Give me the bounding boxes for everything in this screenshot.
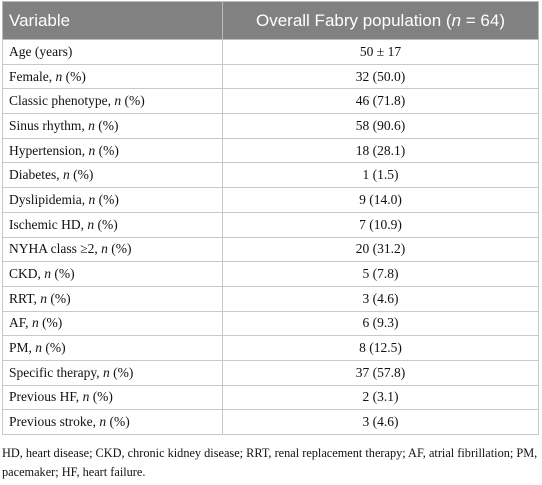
header-cell: Overall Fabry population (n = 64) (222, 1, 539, 40)
table-row: Hypertension, n (%) 18 (28.1) (2, 137, 539, 164)
value-cell: 8 (12.5) (222, 335, 539, 361)
value-cell: 6 (9.3) (222, 310, 539, 337)
table-row: AF, n (%) 6 (9.3) (2, 310, 539, 337)
value-cell: 37 (57.8) (222, 359, 539, 386)
value-cell: 46 (71.8) (222, 88, 539, 115)
label-cell: Female, n (%) (2, 63, 223, 90)
label-cell: Specific therapy, n (%) (2, 359, 223, 386)
value-cell: 3 (4.6) (222, 409, 539, 435)
value-cell: 9 (14.0) (222, 187, 539, 213)
label-cell: Hypertension, n (%) (2, 137, 223, 164)
value-cell: 2 (3.1) (222, 384, 539, 411)
label-cell: AF, n (%) (2, 310, 223, 337)
value-cell: 32 (50.0) (222, 63, 539, 90)
header-cell: Variable (2, 1, 223, 40)
table-row: Previous stroke, n (%) 3 (4.6) (2, 409, 539, 435)
label-cell: RRT, n (%) (2, 285, 223, 312)
table-row: Specific therapy, n (%) 37 (57.8) (2, 359, 539, 386)
value-cell: 1 (1.5) (222, 162, 539, 189)
table-row: Sinus rhythm, n (%) 58 (90.6) (2, 113, 539, 139)
table-row: Classic phenotype, n (%) 46 (71.8) (2, 88, 539, 115)
label-cell: Dyslipidemia, n (%) (2, 187, 223, 213)
value-cell: 18 (28.1) (222, 137, 539, 164)
header-row: Variable Overall Fabry population (n = 64… (2, 1, 539, 40)
value-cell: 7 (10.9) (222, 211, 539, 238)
label-cell: CKD, n (%) (2, 261, 223, 287)
value-cell: 3 (4.6) (222, 285, 539, 312)
label-cell: Age (years) (2, 39, 223, 65)
value-cell: 20 (31.2) (222, 236, 539, 263)
table-row: Dyslipidemia, n (%) 9 (14.0) (2, 187, 539, 213)
label-cell: PM, n (%) (2, 335, 223, 361)
label-cell: Previous HF, n (%) (2, 384, 223, 411)
table-row: Diabetes, n (%) 1 (1.5) (2, 162, 539, 189)
label-cell: NYHA class ≥2, n (%) (2, 236, 223, 263)
value-cell: 5 (7.8) (222, 261, 539, 287)
label-cell: Sinus rhythm, n (%) (2, 113, 223, 139)
table-row: PM, n (%) 8 (12.5) (2, 335, 539, 361)
value-cell: 58 (90.6) (222, 113, 539, 139)
data-table: Variable Overall Fabry population (n = 64… (2, 1, 539, 435)
footnote: HD, heart disease; CKD, chronic kidney d… (2, 446, 538, 479)
label-cell: Ischemic HD, n (%) (2, 211, 223, 238)
table-row: Ischemic HD, n (%) 7 (10.9) (2, 211, 539, 238)
table-row: Female, n (%) 32 (50.0) (2, 63, 539, 90)
table-row: Previous HF, n (%) 2 (3.1) (2, 384, 539, 411)
label-cell: Previous stroke, n (%) (2, 409, 223, 435)
table-row: RRT, n (%) 3 (4.6) (2, 285, 539, 312)
table-row: NYHA class ≥2, n (%) 20 (31.2) (2, 236, 539, 263)
label-cell: Diabetes, n (%) (2, 162, 223, 189)
label-cell: Classic phenotype, n (%) (2, 88, 223, 115)
table-row: CKD, n (%) 5 (7.8) (2, 261, 539, 287)
table-row: Age (years) 50 ± 17 (2, 39, 539, 65)
value-cell: 50 ± 17 (222, 39, 539, 65)
